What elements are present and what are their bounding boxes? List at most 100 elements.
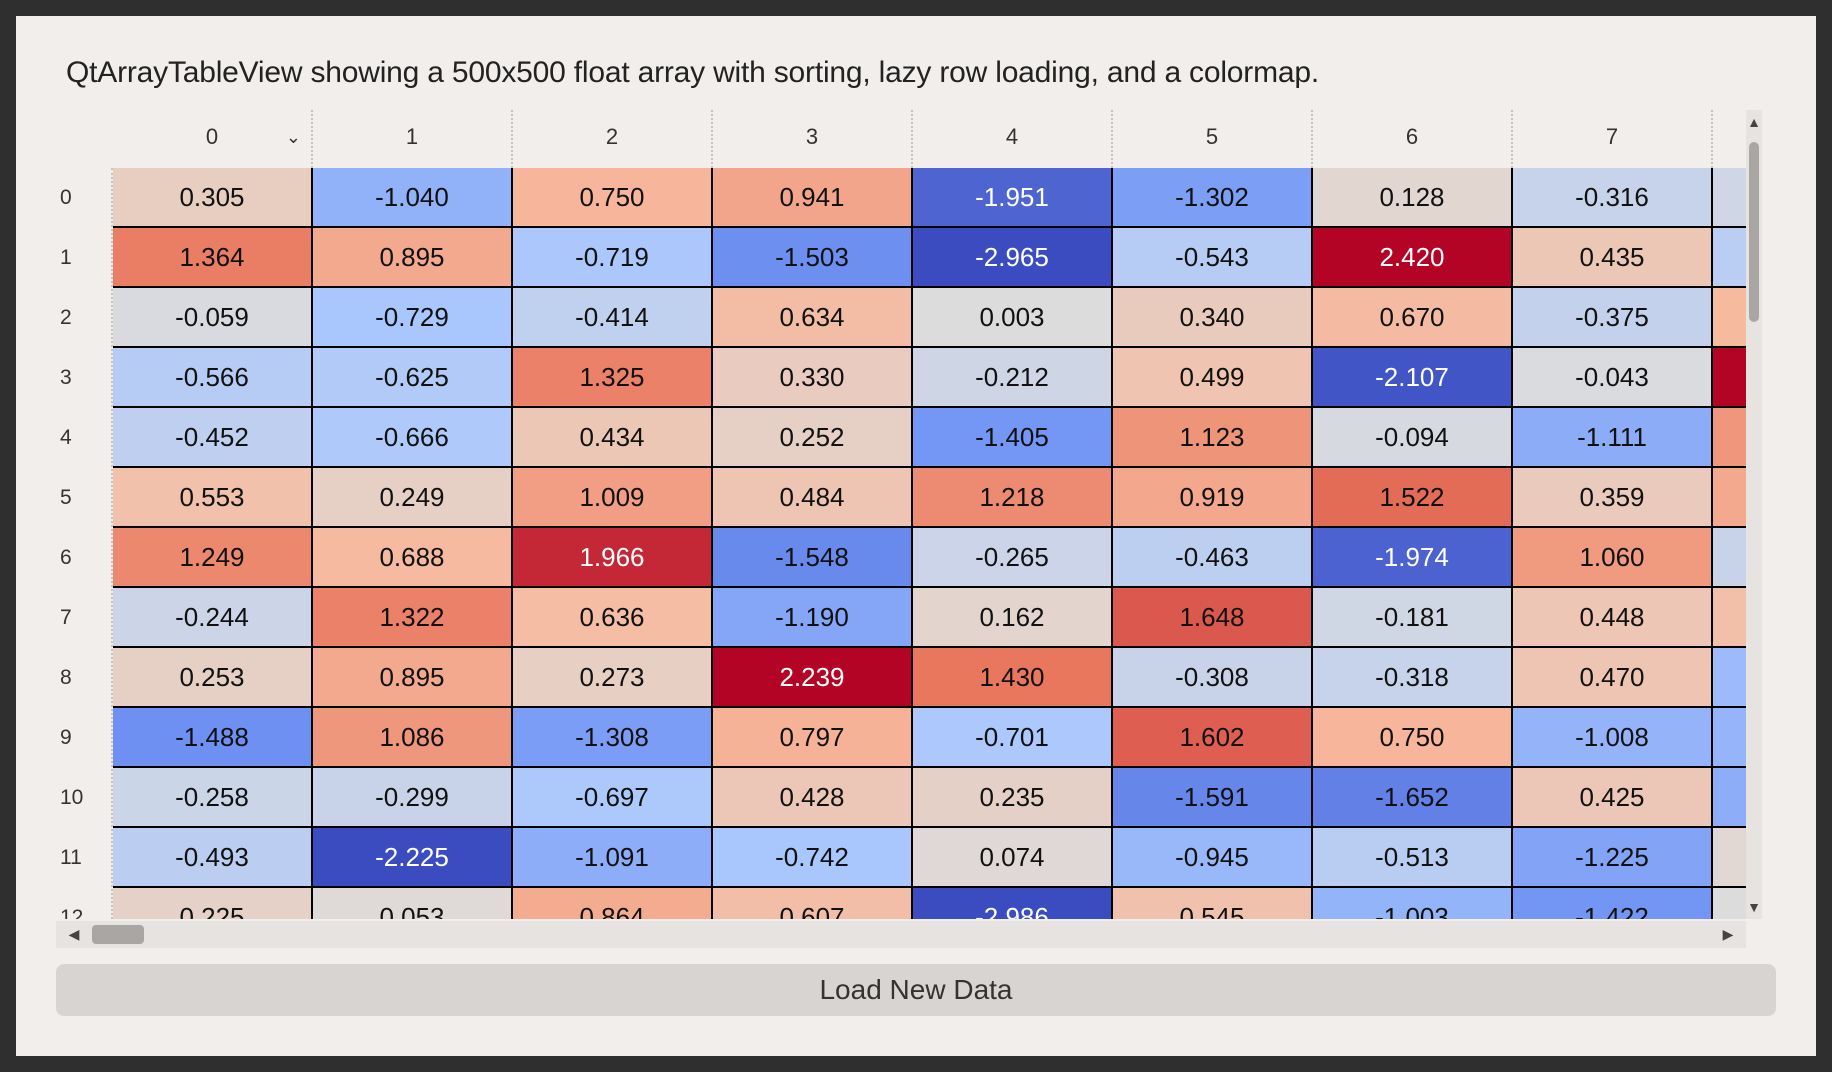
table-cell[interactable]: -2.986 bbox=[913, 888, 1111, 919]
table-cell[interactable]: 0.895 bbox=[313, 648, 511, 706]
table-cell[interactable]: 0.941 bbox=[713, 168, 911, 226]
table-cell-partial[interactable] bbox=[1713, 648, 1746, 706]
table-cell[interactable]: 0.750 bbox=[513, 168, 711, 226]
table-cell[interactable]: 0.252 bbox=[713, 408, 911, 466]
row-header-0[interactable]: 0 bbox=[60, 186, 72, 209]
table-cell[interactable]: -0.513 bbox=[1313, 828, 1511, 886]
row-header-6[interactable]: 6 bbox=[60, 546, 72, 569]
row-header-10[interactable]: 10 bbox=[60, 786, 84, 809]
table-cell[interactable]: -0.697 bbox=[513, 768, 711, 826]
table-cell[interactable]: 1.364 bbox=[113, 228, 311, 286]
row-header-7[interactable]: 7 bbox=[60, 606, 72, 629]
table-cell[interactable]: 1.430 bbox=[913, 648, 1111, 706]
column-header-5[interactable]: 5 bbox=[1113, 110, 1313, 168]
scroll-right-icon[interactable]: ▶ bbox=[1722, 926, 1734, 942]
table-cell[interactable]: -1.003 bbox=[1313, 888, 1511, 919]
table-cell[interactable]: -0.212 bbox=[913, 348, 1111, 406]
table-cell[interactable]: 0.330 bbox=[713, 348, 911, 406]
column-header-7[interactable]: 7 bbox=[1513, 110, 1713, 168]
table-cell[interactable]: -0.043 bbox=[1513, 348, 1711, 406]
table-cell[interactable]: -0.625 bbox=[313, 348, 511, 406]
table-cell[interactable]: 0.448 bbox=[1513, 588, 1711, 646]
row-header-3[interactable]: 3 bbox=[60, 366, 72, 389]
table-cell[interactable]: 0.470 bbox=[1513, 648, 1711, 706]
column-header-6[interactable]: 6 bbox=[1313, 110, 1513, 168]
table-cell[interactable]: -1.548 bbox=[713, 528, 911, 586]
table-cell[interactable]: -2.965 bbox=[913, 228, 1111, 286]
table-cell[interactable]: -0.493 bbox=[113, 828, 311, 886]
table-cell[interactable]: -1.302 bbox=[1113, 168, 1311, 226]
row-header-5[interactable]: 5 bbox=[60, 486, 72, 509]
row-header-9[interactable]: 9 bbox=[60, 726, 72, 749]
table-cell[interactable]: 0.425 bbox=[1513, 768, 1711, 826]
table-cell[interactable]: 0.225 bbox=[113, 888, 311, 919]
table-cell-partial[interactable] bbox=[1713, 588, 1746, 646]
table-cell[interactable]: -0.375 bbox=[1513, 288, 1711, 346]
table-cell[interactable]: 0.128 bbox=[1313, 168, 1511, 226]
table-cell[interactable]: -0.701 bbox=[913, 708, 1111, 766]
table-cell[interactable]: 1.086 bbox=[313, 708, 511, 766]
table-cell[interactable]: -0.742 bbox=[713, 828, 911, 886]
table-cell[interactable]: 0.235 bbox=[913, 768, 1111, 826]
table-cell[interactable]: 0.053 bbox=[313, 888, 511, 919]
table-cell[interactable]: 1.009 bbox=[513, 468, 711, 526]
table-cell[interactable]: -1.405 bbox=[913, 408, 1111, 466]
table-cell[interactable]: -1.111 bbox=[1513, 408, 1711, 466]
table-cell[interactable]: 0.553 bbox=[113, 468, 311, 526]
table-cell[interactable]: 1.522 bbox=[1313, 468, 1511, 526]
scroll-up-icon[interactable]: ▲ bbox=[1747, 114, 1761, 130]
table-cell[interactable]: -1.503 bbox=[713, 228, 911, 286]
table-cell-partial[interactable] bbox=[1713, 528, 1746, 586]
column-header-0[interactable]: 0 ⌄ bbox=[113, 110, 313, 168]
table-cell[interactable]: -1.951 bbox=[913, 168, 1111, 226]
table-cell[interactable]: -2.107 bbox=[1313, 348, 1511, 406]
row-header-12[interactable]: 12 bbox=[60, 906, 84, 919]
table-cell[interactable]: 2.420 bbox=[1313, 228, 1511, 286]
table-cell[interactable]: -1.040 bbox=[313, 168, 511, 226]
table-cell[interactable]: -0.094 bbox=[1313, 408, 1511, 466]
table-cell[interactable]: -0.666 bbox=[313, 408, 511, 466]
table-cell[interactable]: 0.305 bbox=[113, 168, 311, 226]
table-cell[interactable]: -0.181 bbox=[1313, 588, 1511, 646]
row-header-8[interactable]: 8 bbox=[60, 666, 72, 689]
row-header-2[interactable]: 2 bbox=[60, 306, 72, 329]
table-cell[interactable]: -1.974 bbox=[1313, 528, 1511, 586]
table-cell[interactable]: -0.308 bbox=[1113, 648, 1311, 706]
vertical-scrollbar[interactable]: ▲ ▼ bbox=[1746, 110, 1762, 919]
table-cell[interactable]: -0.244 bbox=[113, 588, 311, 646]
table-cell[interactable]: -0.566 bbox=[113, 348, 311, 406]
table-cell[interactable]: 1.648 bbox=[1113, 588, 1311, 646]
table-cell[interactable]: 0.434 bbox=[513, 408, 711, 466]
table-cell[interactable]: 0.636 bbox=[513, 588, 711, 646]
horizontal-scrollbar[interactable]: ◀ ▶ bbox=[56, 921, 1746, 948]
table-cell[interactable]: 0.249 bbox=[313, 468, 511, 526]
column-header-2[interactable]: 2 bbox=[513, 110, 713, 168]
load-new-data-button[interactable]: Load New Data bbox=[56, 964, 1776, 1016]
table-cell[interactable]: 0.273 bbox=[513, 648, 711, 706]
table-cell-partial[interactable] bbox=[1713, 288, 1746, 346]
chevron-down-icon[interactable]: ⌄ bbox=[285, 127, 301, 147]
array-table-view[interactable]: 0 ⌄ 1 2 3 4 5 6 7 0 1 2 3 4 5 6 7 8 9 10 11 12 0.305 -1.040 0.… bbox=[56, 110, 1762, 950]
table-cell[interactable]: -0.059 bbox=[113, 288, 311, 346]
table-cell[interactable]: -0.945 bbox=[1113, 828, 1311, 886]
table-cell[interactable]: 1.123 bbox=[1113, 408, 1311, 466]
horizontal-scroll-thumb[interactable] bbox=[92, 925, 144, 944]
table-cell[interactable]: 0.359 bbox=[1513, 468, 1711, 526]
table-cell-partial[interactable] bbox=[1713, 168, 1746, 226]
table-cell[interactable]: -0.729 bbox=[313, 288, 511, 346]
scroll-left-icon[interactable]: ◀ bbox=[68, 926, 80, 942]
table-cell[interactable]: -0.265 bbox=[913, 528, 1111, 586]
table-cell[interactable]: 0.003 bbox=[913, 288, 1111, 346]
table-cell[interactable]: -1.308 bbox=[513, 708, 711, 766]
table-cell-partial[interactable] bbox=[1713, 708, 1746, 766]
table-cell[interactable]: -0.463 bbox=[1113, 528, 1311, 586]
table-cell[interactable]: 2.239 bbox=[713, 648, 911, 706]
table-cell[interactable]: 0.750 bbox=[1313, 708, 1511, 766]
table-cell[interactable]: -1.422 bbox=[1513, 888, 1711, 919]
column-header-4[interactable]: 4 bbox=[913, 110, 1113, 168]
table-cell[interactable]: -1.652 bbox=[1313, 768, 1511, 826]
table-cell-partial[interactable] bbox=[1713, 768, 1746, 826]
table-cell[interactable]: -0.299 bbox=[313, 768, 511, 826]
table-cell[interactable]: 0.797 bbox=[713, 708, 911, 766]
table-cell[interactable]: -1.591 bbox=[1113, 768, 1311, 826]
